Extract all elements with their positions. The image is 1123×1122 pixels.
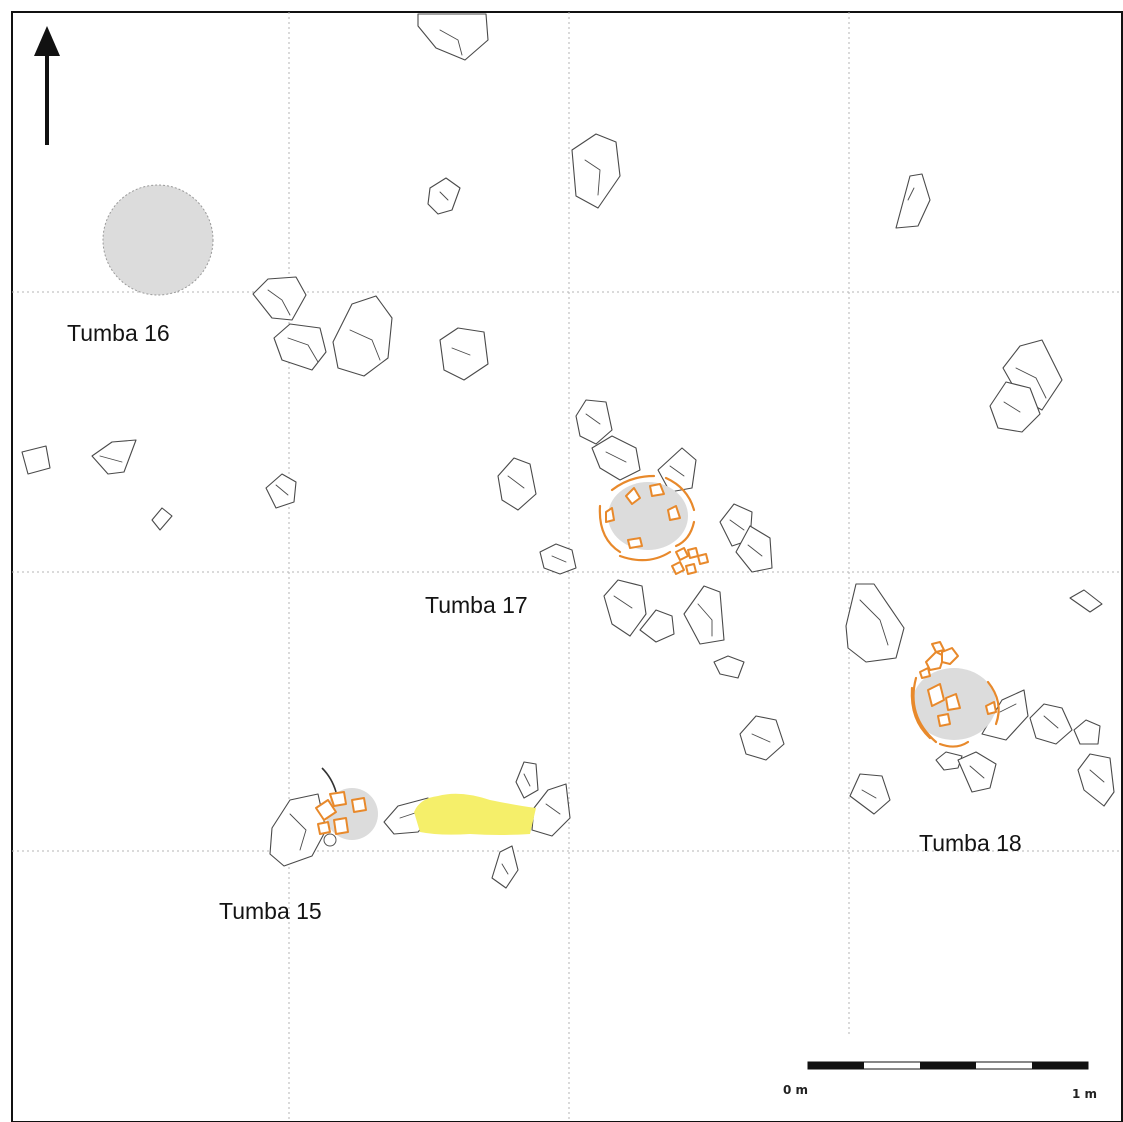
tomb-18-burial (910, 641, 1000, 748)
tomb-15-label: Tumba 15 (219, 898, 322, 924)
scale-end-label: 1 m (1072, 1087, 1097, 1101)
scale-start-label: 0 m (783, 1083, 808, 1097)
tomb-15-burial (315, 767, 536, 847)
plan-frame (11, 11, 1123, 1122)
stones (21, 13, 1115, 889)
scale-bar (807, 1061, 1089, 1070)
ochre-patch (414, 793, 536, 835)
tomb-16-label: Tumba 16 (67, 320, 170, 346)
tomb-18-label: Tumba 18 (919, 830, 1022, 856)
tomb-17-burial (598, 474, 709, 575)
tomb-16-pit (102, 184, 214, 296)
north-arrow-icon (34, 26, 60, 145)
tomb-17-label: Tumba 17 (425, 592, 528, 618)
